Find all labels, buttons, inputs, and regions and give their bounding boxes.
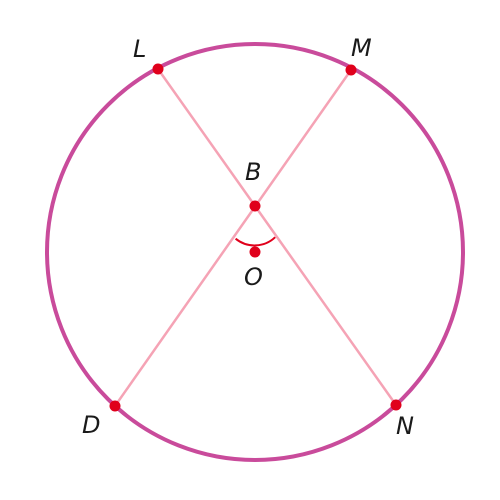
- point-D: [109, 400, 121, 412]
- label-O: O: [244, 263, 263, 291]
- point-N: [390, 399, 402, 411]
- point-L: [152, 63, 164, 75]
- point-B: [249, 200, 261, 212]
- chord-LN: [156, 68, 398, 406]
- circle-outline: [45, 42, 465, 462]
- label-M: M: [351, 34, 372, 62]
- chord-MD: [113, 69, 353, 407]
- label-N: N: [396, 412, 414, 440]
- label-L: L: [133, 35, 146, 63]
- label-D: D: [82, 411, 100, 439]
- point-M: [345, 64, 357, 76]
- point-O: [249, 246, 261, 258]
- angle-arc-DBN: [234, 236, 276, 247]
- label-B: B: [245, 158, 261, 186]
